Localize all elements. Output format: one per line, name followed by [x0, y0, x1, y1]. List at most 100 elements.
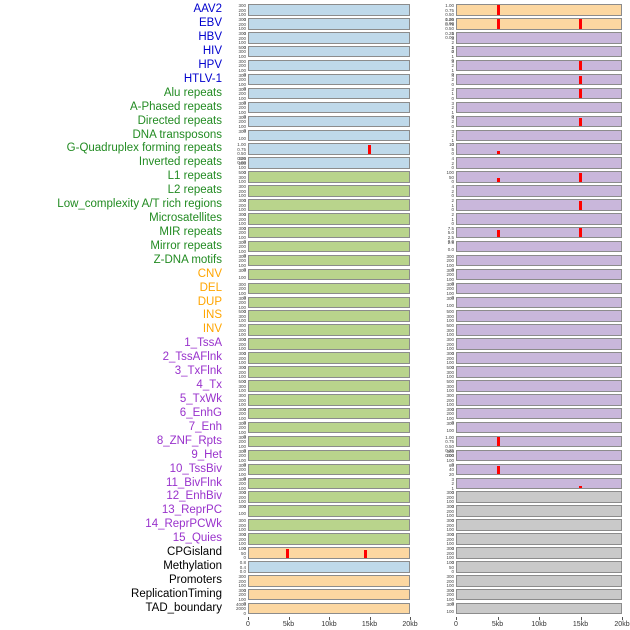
track-panel-left	[248, 59, 410, 72]
track-label: Inverted repeats	[138, 156, 222, 169]
track-panel-right	[456, 254, 622, 267]
y-tick-label: 0	[243, 462, 246, 468]
y-axis-left: 300 200 100 0	[228, 73, 248, 91]
y-tick-label: 100	[238, 165, 246, 171]
peak-marker	[364, 550, 367, 558]
track-label: HTLV-1	[183, 72, 222, 85]
y-tick-label: 300	[238, 128, 246, 134]
track-panel-left	[248, 421, 410, 434]
y-tick-label: 500	[238, 309, 246, 315]
y-tick-label: 300	[238, 490, 246, 496]
y-tick-label: 0	[243, 555, 246, 561]
track-row: Promoters 300 200 100 0 300 200 100 0	[2, 574, 630, 592]
y-tick-label: 300	[238, 518, 246, 524]
y-tick-label: 0	[243, 169, 246, 175]
y-tick-label: 300	[238, 239, 246, 245]
y-tick-label: 0	[243, 601, 246, 607]
track-panel-left	[248, 254, 410, 267]
y-axis-left: 300 200 100 0	[228, 490, 248, 509]
y-tick-label: 200	[446, 578, 454, 584]
y-tick-label: 0	[451, 503, 454, 509]
y-tick-label: 100	[238, 290, 246, 296]
y-tick-label: 1.00	[445, 17, 454, 23]
y-tick-label: 0	[243, 378, 246, 384]
y-tick-label: 0.50	[445, 443, 454, 449]
y-tick-label: 0	[243, 225, 246, 231]
track-label: 14_ReprPCWk	[145, 518, 222, 531]
y-tick-label: 300	[238, 448, 246, 454]
y-tick-label: 200	[238, 216, 246, 222]
y-tick-label: 200	[238, 63, 246, 69]
y-tick-label: 200	[238, 244, 246, 250]
track-row: Directed repeats 300 200 100 0 4 2 0	[2, 114, 630, 133]
track-panel-right	[456, 547, 622, 559]
y-tick-label: 0	[243, 30, 246, 36]
y-tick-label: 100	[446, 513, 454, 519]
x-axis: 0 5kb 10kb 15kb 20kb 0 5kb 10kb 15kb 20kb	[2, 616, 630, 630]
y-tick-label: 300	[238, 406, 246, 412]
track-label: 1_TssA	[184, 337, 222, 350]
track-label: Mirror repeats	[150, 239, 222, 252]
y-tick-label: 100	[238, 583, 246, 588]
track-label: DUP	[197, 295, 222, 308]
y-axis-left: 300 200 100 0	[228, 199, 248, 217]
y-tick-label: 0.75	[445, 21, 454, 27]
track-row: DUP 300 200 100 0 300 100	[2, 295, 630, 314]
x-tick-label: 0	[454, 620, 458, 628]
track-panel-left	[248, 477, 410, 490]
y-tick-label: 100	[238, 67, 246, 73]
y-tick-label: 0.0	[239, 569, 246, 575]
y-tick-label: 1.00	[237, 142, 246, 148]
y-tick-label: 300	[238, 86, 246, 92]
track-label: Alu repeats	[163, 86, 222, 99]
y-tick-label: 100	[238, 81, 246, 87]
y-tick-label: 0	[243, 72, 246, 78]
y-tick-label: 300	[238, 225, 246, 231]
y-tick-label: 0.00	[445, 35, 454, 41]
track-panel-left	[248, 143, 410, 155]
y-tick-label: 300	[446, 281, 454, 287]
y-tick-label: 100	[238, 388, 246, 394]
track-panel-left	[248, 533, 410, 545]
y-tick-label: 50	[448, 564, 454, 570]
y-tick-label: 200	[238, 35, 246, 41]
track-row: 9_Het 300 200 100 0 300 200 100 0	[2, 448, 630, 467]
track-panel-right	[456, 32, 622, 44]
x-axis-left: 0 5kb 10kb 15kb 20kb	[246, 616, 418, 630]
y-axis-right: 300 200 100 0	[436, 574, 456, 592]
y-axis-left: 300 100	[228, 268, 248, 281]
y-tick-label: 300	[238, 295, 246, 301]
track-panel-right	[456, 157, 622, 169]
y-tick-label: 300	[446, 267, 454, 273]
track-label: Promoters	[168, 574, 222, 586]
y-tick-label: 1	[451, 485, 454, 491]
track-panel-right	[456, 45, 622, 58]
y-axis-right: 300 200 100 0	[436, 352, 456, 370]
y-tick-label: 100	[446, 527, 454, 533]
y-tick-label: 300	[238, 462, 246, 468]
track-label: ReplicationTiming	[131, 587, 222, 600]
y-tick-label: 0	[243, 545, 246, 551]
track-label: 5_TxWk	[179, 393, 222, 406]
track-panel-right	[456, 268, 622, 281]
y-axis-left: 300 200 100 0	[228, 18, 248, 36]
y-tick-label: 0	[243, 309, 246, 315]
y-tick-label: 0	[243, 267, 246, 273]
y-tick-label: 5.0	[447, 230, 454, 236]
track-row: 12_EnhBiv 300 200 100 0 300 200 100 0	[2, 490, 630, 509]
x-tick-mark	[410, 616, 411, 620]
track-label: EBV	[198, 17, 222, 30]
y-tick-label: 0	[451, 350, 454, 356]
y-tick-label: 300	[446, 406, 454, 412]
track-panel-left	[248, 394, 410, 406]
track-panel-left	[248, 45, 410, 58]
y-tick-label: 100	[446, 457, 454, 463]
x-tick-label: 10kb	[531, 620, 547, 628]
y-tick-label: 300	[238, 184, 246, 190]
y-tick-label: 200	[238, 481, 246, 487]
track-panel-left	[248, 561, 410, 573]
y-tick-label: 100	[446, 388, 454, 394]
